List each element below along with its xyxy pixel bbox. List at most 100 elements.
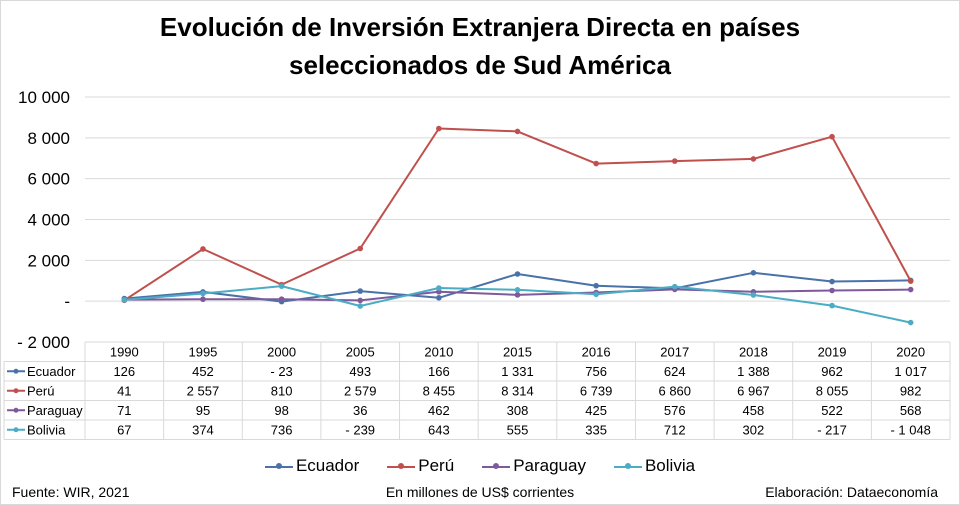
table-series-name: Perú bbox=[27, 384, 54, 399]
table-series-name: Paraguay bbox=[27, 403, 83, 418]
data-point bbox=[436, 294, 442, 301]
table-cell-value: 335 bbox=[585, 423, 607, 438]
data-table: 1990 1995 2000 2005 2010 2015 2016 2017 2018 2019… bbox=[3, 341, 951, 440]
data-point bbox=[750, 292, 757, 298]
data-point bbox=[829, 302, 835, 309]
legend-item: Paraguay bbox=[482, 456, 586, 476]
table-cell-value: 308 bbox=[507, 403, 529, 418]
chart-title: Evolución de Inversión Extranjera Direct… bbox=[0, 8, 960, 84]
y-tick-label: 4 000 bbox=[27, 211, 70, 230]
legend-line-marker bbox=[482, 462, 511, 469]
data-point bbox=[829, 133, 835, 140]
table-cell-value: 8 314 bbox=[501, 384, 534, 399]
chart-title-line-1: Evolución de Inversión Extranjera Direct… bbox=[159, 12, 801, 42]
source-note: Fuente: WIR, 2021 bbox=[12, 484, 130, 500]
table-cell-value: 736 bbox=[271, 423, 293, 438]
table-legend-marker bbox=[13, 388, 19, 394]
table-cell-value: 522 bbox=[821, 403, 843, 418]
table-cell-value: 41 bbox=[117, 384, 131, 399]
data-point bbox=[829, 278, 835, 285]
table-legend-marker bbox=[13, 427, 19, 433]
y-tick-label: - 2 000 bbox=[17, 333, 70, 352]
data-point bbox=[436, 285, 442, 291]
table-cell-value: 425 bbox=[585, 403, 607, 418]
x-tick-label: 1995 bbox=[188, 345, 217, 360]
table-cell-value: 1 388 bbox=[737, 364, 770, 379]
data-point bbox=[671, 283, 678, 290]
table-cell-value: 576 bbox=[664, 403, 686, 418]
legend-item: Bolivia bbox=[613, 456, 696, 476]
table-cell-value: 126 bbox=[113, 364, 135, 379]
table-cell-value: 8 455 bbox=[423, 384, 456, 399]
table-cell-value: 2 579 bbox=[344, 384, 377, 399]
table-cell-value: - 23 bbox=[270, 364, 292, 379]
legend-item: Perú bbox=[387, 456, 454, 476]
table-cell-value: - 239 bbox=[345, 423, 375, 438]
legend-item: Ecuador bbox=[264, 456, 360, 476]
table-series-name: Ecuador bbox=[27, 364, 76, 379]
table-cell-value: 962 bbox=[821, 364, 843, 379]
table-legend-marker bbox=[13, 368, 19, 374]
data-point bbox=[593, 291, 599, 298]
table-cell-value: 2 557 bbox=[187, 384, 220, 399]
legend-label: Paraguay bbox=[513, 456, 586, 475]
table-cell-value: 71 bbox=[117, 403, 131, 418]
legend-line-marker bbox=[387, 462, 416, 469]
data-point bbox=[200, 290, 206, 297]
data-point bbox=[750, 156, 757, 162]
table-cell-value: - 1 048 bbox=[890, 423, 930, 438]
legend-line-marker bbox=[613, 462, 642, 469]
table-cell-value: 555 bbox=[507, 423, 529, 438]
units-note: En millones de US$ corrientes bbox=[385, 484, 575, 500]
table-cell-value: 462 bbox=[428, 403, 450, 418]
legend-label: Bolivia bbox=[644, 456, 696, 475]
table-cell-value: 756 bbox=[585, 364, 607, 379]
chart-title-line-2: seleccionados de Sud América bbox=[289, 50, 671, 80]
y-tick-label: 8 000 bbox=[27, 129, 70, 148]
legend-label: Ecuador bbox=[295, 456, 360, 475]
table-cell-value: 6 860 bbox=[658, 384, 691, 399]
data-point bbox=[121, 296, 128, 303]
data-point bbox=[514, 271, 521, 277]
x-tick-label: 2019 bbox=[818, 345, 847, 360]
table-cell-value: 452 bbox=[192, 364, 214, 379]
data-point bbox=[278, 283, 285, 289]
y-tick-label: 10 000 bbox=[18, 88, 70, 107]
data-point bbox=[436, 125, 442, 132]
data-point bbox=[514, 292, 521, 298]
x-tick-label: 2016 bbox=[582, 345, 611, 360]
legend: Ecuador Perú Paraguay Bolivia bbox=[0, 456, 960, 476]
table-cell-value: 1 017 bbox=[894, 364, 927, 379]
x-tick-label: 2010 bbox=[424, 345, 453, 360]
table-cell-value: - 217 bbox=[817, 423, 847, 438]
data-point bbox=[357, 288, 364, 294]
table-legend-marker bbox=[13, 407, 19, 413]
legend-label: Perú bbox=[418, 456, 455, 475]
x-tick-label: 2020 bbox=[896, 345, 925, 360]
data-point bbox=[907, 278, 914, 284]
data-point bbox=[907, 286, 914, 293]
y-tick-label: 2 000 bbox=[27, 251, 70, 270]
series-bolivia bbox=[121, 283, 914, 326]
data-point bbox=[671, 158, 678, 164]
table-cell-value: 6 739 bbox=[580, 384, 613, 399]
table-cell-value: 36 bbox=[353, 403, 367, 418]
series-lines bbox=[121, 125, 914, 326]
data-point bbox=[750, 270, 757, 276]
table-cell-value: 1 331 bbox=[501, 364, 534, 379]
x-tick-label: 2005 bbox=[346, 345, 375, 360]
data-point bbox=[907, 319, 914, 326]
data-point bbox=[593, 282, 599, 289]
table-cell-value: 374 bbox=[192, 423, 214, 438]
data-point bbox=[514, 287, 521, 293]
y-tick-label: - bbox=[64, 292, 70, 311]
table-cell-value: 458 bbox=[743, 403, 765, 418]
table-cell-value: 624 bbox=[664, 364, 686, 379]
table-cell-value: 982 bbox=[900, 384, 922, 399]
table-cell-value: 166 bbox=[428, 364, 450, 379]
table-cell-value: 712 bbox=[664, 423, 686, 438]
x-tick-label: 1990 bbox=[110, 345, 139, 360]
table-cell-value: 98 bbox=[274, 403, 288, 418]
data-point bbox=[357, 303, 364, 309]
credit-note: Elaboración: Dataeconomía bbox=[765, 484, 938, 500]
